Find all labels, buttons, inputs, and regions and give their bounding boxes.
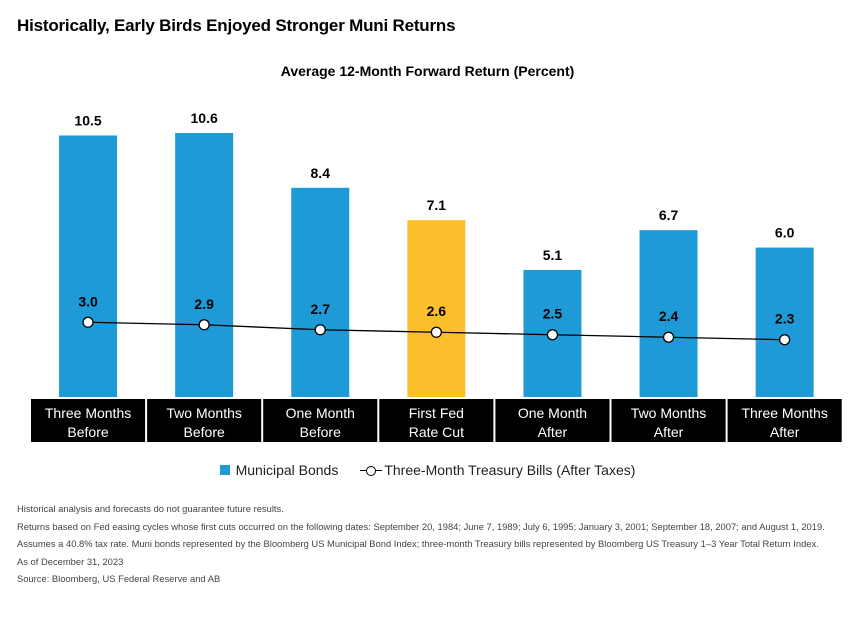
footnote: Source: Bloomberg, US Federal Reserve an… bbox=[17, 573, 221, 584]
chart-title: Average 12-Month Forward Return (Percent… bbox=[280, 63, 575, 79]
category-label-box bbox=[147, 399, 262, 442]
legend-line-marker-icon bbox=[360, 465, 383, 476]
bar bbox=[639, 230, 698, 397]
line-value-label: 2.9 bbox=[194, 296, 214, 312]
line-point bbox=[779, 334, 791, 346]
bar-value-label: 10.5 bbox=[74, 112, 101, 128]
category-label-box bbox=[727, 399, 842, 442]
bar-value-label: 6.7 bbox=[659, 207, 679, 223]
category-label: One Month bbox=[518, 405, 587, 421]
footnote: Assumes a 40.8% tax rate. Muni bonds rep… bbox=[17, 538, 819, 549]
category-label: Two Months bbox=[166, 405, 241, 421]
legend-item-treasury-bills: Three-Month Treasury Bills (After Taxes) bbox=[338, 462, 635, 478]
category-label: After bbox=[654, 424, 684, 440]
category-label-box bbox=[263, 399, 378, 442]
legend-item-municipal-bonds: Municipal Bonds bbox=[219, 462, 339, 478]
line-value-label: 2.3 bbox=[775, 311, 795, 327]
legend-label-municipal-bonds: Municipal Bonds bbox=[235, 462, 339, 478]
line-point bbox=[662, 331, 675, 343]
legend: Municipal Bonds Three-Month Treasury Bil… bbox=[0, 462, 855, 478]
bar-value-label: 10.6 bbox=[191, 110, 218, 126]
category-label: After bbox=[538, 424, 568, 440]
category-label-box bbox=[611, 399, 726, 442]
legend-bar-swatch bbox=[219, 465, 230, 475]
category-label-box bbox=[31, 399, 146, 442]
category-label: Three Months bbox=[45, 405, 131, 421]
category-label: One Month bbox=[286, 405, 355, 421]
category-label: Before bbox=[300, 424, 341, 440]
bar-value-label: 5.1 bbox=[543, 247, 563, 263]
bar-value-label: 6.0 bbox=[775, 225, 795, 241]
bar bbox=[175, 133, 234, 397]
category-label: Rate Cut bbox=[409, 424, 464, 440]
line-value-label: 3.0 bbox=[78, 293, 98, 309]
bar-value-label: 7.1 bbox=[427, 197, 447, 213]
category-label: After bbox=[770, 424, 800, 440]
category-label-box bbox=[379, 399, 494, 442]
line-point bbox=[430, 326, 443, 338]
bar bbox=[291, 187, 350, 397]
bar bbox=[59, 135, 118, 397]
bar bbox=[755, 247, 814, 397]
line-value-label: 2.6 bbox=[427, 303, 447, 319]
line-point bbox=[198, 319, 210, 331]
line-value-label: 2.5 bbox=[543, 306, 563, 322]
legend-label-treasury-bills: Three-Month Treasury Bills (After Taxes) bbox=[384, 462, 636, 478]
footnote: As of December 31, 2023 bbox=[17, 555, 124, 567]
footnote: Returns based on Fed easing cycles whose… bbox=[17, 520, 825, 532]
bar-value-label: 8.4 bbox=[311, 165, 331, 181]
line-value-label: 2.7 bbox=[311, 301, 331, 317]
bar bbox=[407, 220, 466, 397]
bar-line-chart: 10.5 10.6 8.4 7.1 5.1 6.7 6.0 Three Months Befor… bbox=[31, 110, 842, 442]
category-label-box bbox=[495, 399, 610, 442]
page-heading: Historically, Early Birds Enjoyed Strong… bbox=[17, 16, 456, 35]
category-label: Before bbox=[184, 424, 225, 440]
category-label: Before bbox=[67, 424, 108, 440]
line-point bbox=[314, 324, 326, 336]
line-value-label: 2.4 bbox=[659, 308, 679, 324]
line-point bbox=[82, 316, 94, 328]
category-label: Three Months bbox=[741, 405, 827, 421]
category-label: Two Months bbox=[631, 405, 706, 421]
footnotes: Historical analysis and forecasts do not… bbox=[17, 500, 825, 588]
category-label: First Fed bbox=[409, 405, 464, 421]
line-point bbox=[546, 329, 559, 341]
footnote: Historical analysis and forecasts do not… bbox=[17, 503, 284, 514]
